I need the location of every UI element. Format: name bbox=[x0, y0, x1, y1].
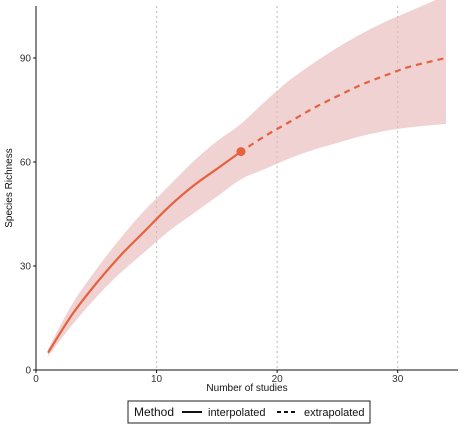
y-tick-label-1: 30 bbox=[20, 262, 32, 273]
interpolated-series-line bbox=[47, 150, 242, 354]
legend-label-interpolated: interpolated bbox=[208, 407, 266, 419]
y-tick-label-2: 60 bbox=[20, 158, 32, 169]
y-axis-label: Species Richness bbox=[4, 148, 15, 227]
axes bbox=[35, 6, 458, 371]
y-tick-label-0: 0 bbox=[25, 366, 31, 377]
extrapolated-series-line bbox=[240, 56, 447, 153]
legend-box bbox=[127, 400, 371, 424]
tick-labels: 0 10 20 30 0 30 60 90 bbox=[20, 54, 404, 386]
x-tick-label-3: 30 bbox=[392, 374, 404, 385]
legend: Method interpolated extrapolated bbox=[127, 400, 371, 424]
x-tick-label-0: 0 bbox=[33, 374, 39, 385]
legend-label-extrapolated: extrapolated bbox=[304, 407, 365, 419]
x-tick-label-1: 10 bbox=[151, 374, 163, 385]
y-tick-label-3: 90 bbox=[20, 54, 32, 65]
reference-sample-point bbox=[236, 147, 246, 157]
x-tick-label-2: 20 bbox=[272, 374, 284, 385]
confidence-band bbox=[48, 0, 446, 357]
x-axis-label: Number of studies bbox=[206, 383, 287, 394]
legend-title: Method bbox=[134, 405, 174, 419]
